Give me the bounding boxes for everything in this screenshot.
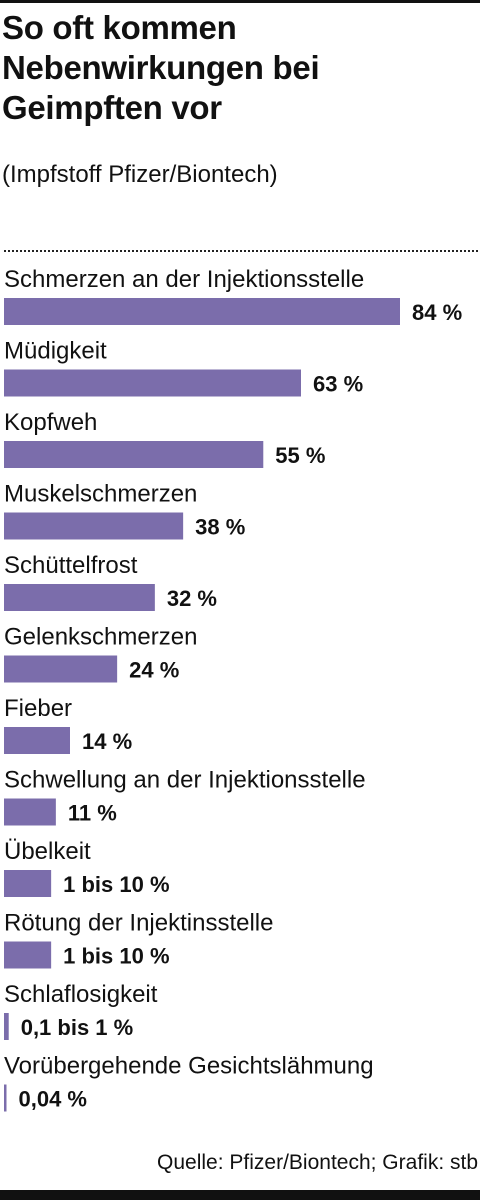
bar-row: Fieber 14 % bbox=[4, 695, 132, 754]
category-label: Schüttelfrost bbox=[4, 552, 138, 579]
bar bbox=[4, 941, 52, 969]
value-label: 24 % bbox=[129, 658, 179, 683]
bar-row: Schüttelfrost 32 % bbox=[4, 552, 217, 611]
bar bbox=[4, 512, 184, 540]
category-label: Schmerzen an der Injektionsstelle bbox=[4, 266, 364, 293]
category-label: Müdigkeit bbox=[4, 338, 107, 365]
bar-row: Kopfweh 55 % bbox=[4, 409, 325, 468]
bar-row: Übelkeit 1 bis 10 % bbox=[4, 838, 170, 897]
source-note: Quelle: Pfizer/Biontech; Grafik: stb bbox=[157, 1151, 478, 1174]
bar-row: Schmerzen an der Injektionsstelle 84 % bbox=[4, 266, 462, 325]
value-label: 32 % bbox=[167, 586, 217, 611]
bar bbox=[4, 727, 70, 754]
bar-row: Müdigkeit 63 % bbox=[4, 338, 363, 397]
value-label: 63 % bbox=[313, 372, 363, 397]
value-label: 0,1 bis 1 % bbox=[21, 1015, 134, 1040]
value-label: 1 bis 10 % bbox=[63, 872, 169, 897]
bar-row: Schlaflosigkeit 0,1 bis 1 % bbox=[4, 981, 158, 1040]
top-rule bbox=[0, 0, 480, 3]
value-label: 1 bis 10 % bbox=[63, 944, 169, 969]
bar bbox=[4, 1084, 7, 1112]
value-label: 55 % bbox=[275, 443, 325, 468]
category-label: Fieber bbox=[4, 695, 72, 722]
category-label: Muskelschmerzen bbox=[4, 481, 197, 508]
bar bbox=[4, 655, 118, 683]
chart-title: So oft kommen Nebenwirkungen bei Geimpft… bbox=[2, 9, 320, 126]
category-label: Schlaflosigkeit bbox=[4, 981, 158, 1008]
category-label: Schwellung an der Injektionsstelle bbox=[4, 767, 366, 794]
bar bbox=[4, 1013, 9, 1040]
bar-row: Vorübergehende Gesichtslähmung 0,04 % bbox=[4, 1053, 374, 1112]
value-label: 14 % bbox=[82, 729, 132, 754]
bar bbox=[4, 369, 301, 397]
bar bbox=[4, 441, 264, 468]
bottom-rule bbox=[0, 1190, 480, 1200]
bar-row: Schwellung an der Injektionsstelle 11 % bbox=[4, 767, 366, 826]
bar bbox=[4, 798, 56, 826]
bar-row: Rötung der Injektinsstelle 1 bis 10 % bbox=[4, 910, 273, 969]
bar bbox=[4, 870, 52, 897]
category-label: Gelenkschmerzen bbox=[4, 624, 197, 651]
bar-row: Gelenkschmerzen 24 % bbox=[4, 624, 197, 683]
category-label: Rötung der Injektinsstelle bbox=[4, 910, 273, 937]
bar-chart: Schmerzen an der Injektionsstelle 84 % Müd… bbox=[4, 266, 462, 1112]
category-label: Vorübergehende Gesichtslähmung bbox=[4, 1053, 374, 1080]
chart-subtitle: (Impfstoff Pfizer/Biontech) bbox=[2, 161, 278, 188]
value-label: 0,04 % bbox=[19, 1087, 88, 1112]
bar-row: Muskelschmerzen 38 % bbox=[4, 481, 245, 540]
dotted-divider bbox=[4, 250, 478, 252]
bar bbox=[4, 584, 155, 611]
value-label: 11 % bbox=[68, 801, 117, 826]
category-label: Kopfweh bbox=[4, 409, 97, 436]
category-label: Übelkeit bbox=[4, 838, 91, 865]
value-label: 84 % bbox=[412, 300, 462, 325]
value-label: 38 % bbox=[195, 515, 245, 540]
bar bbox=[4, 298, 400, 325]
